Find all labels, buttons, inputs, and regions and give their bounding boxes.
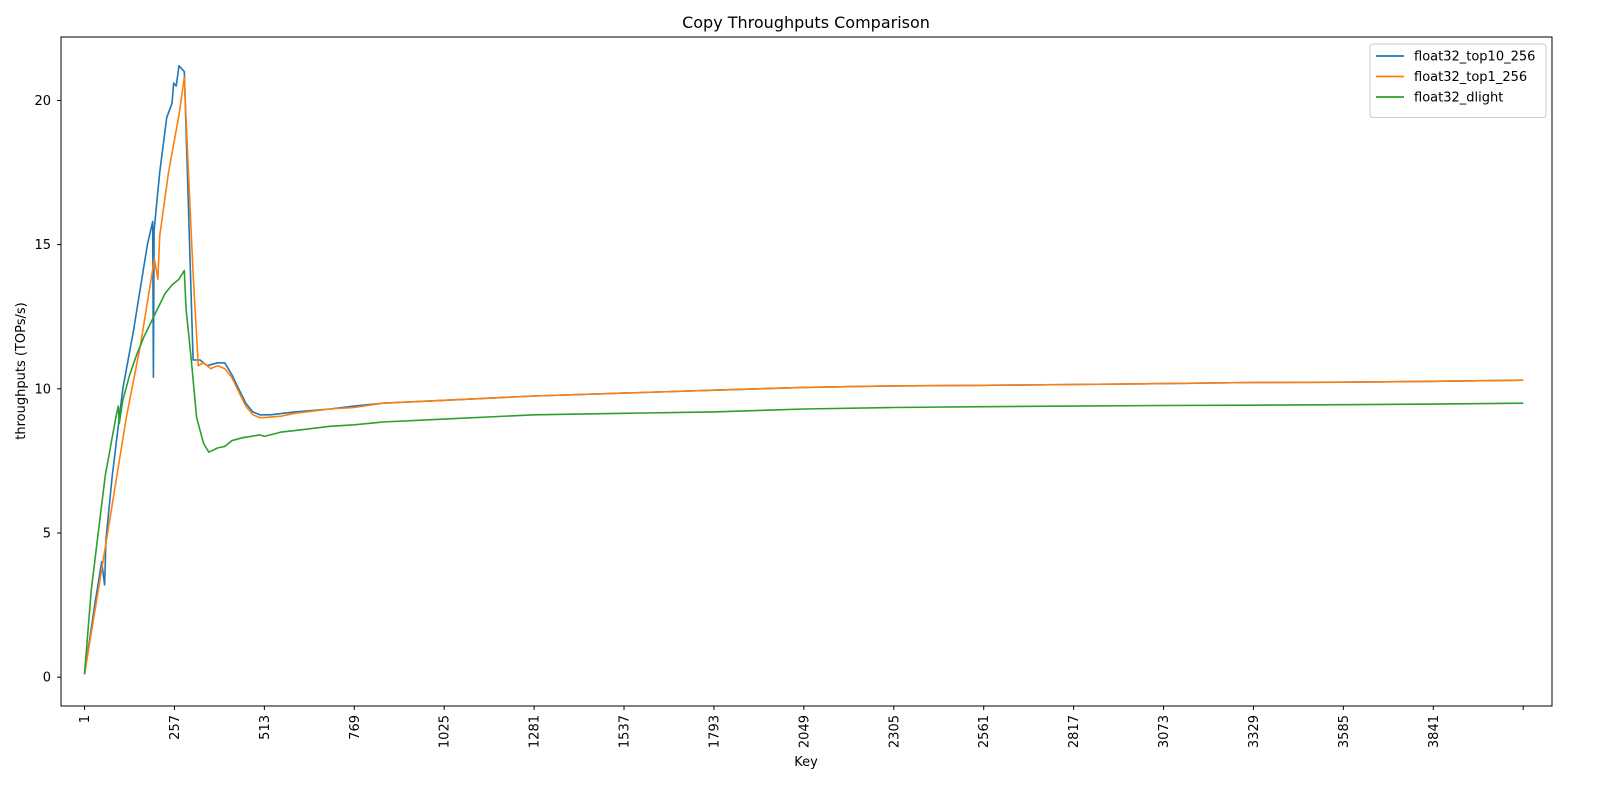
legend-box (1369, 43, 1547, 118)
y-tick-label: 20 (34, 94, 51, 109)
x-tick-label: 3073 (1157, 715, 1172, 748)
x-axis-title: Key (794, 755, 818, 770)
y-tick-label: 5 (43, 526, 51, 541)
x-tick-label: 3329 (1247, 715, 1262, 748)
y-tick-label: 15 (34, 238, 51, 253)
legend-label-float32_top1_256: float32_top1_256 (1414, 70, 1527, 85)
legend-label-float32_dlight: float32_dlight (1414, 91, 1503, 106)
x-tick-label: 2561 (977, 715, 992, 748)
chart-title: Copy Throughputs Comparison (682, 13, 930, 32)
x-tick-label: 1281 (528, 715, 543, 748)
x-tick-label: 2817 (1067, 715, 1082, 748)
series-line-float32_top10_256 (83, 65, 1524, 675)
series-line-float32_dlight (83, 269, 1524, 675)
x-tick-label: 1025 (438, 715, 453, 748)
y-axis-title: throughputs (TOPs/s) (14, 302, 29, 439)
x-tick-label: 1793 (707, 715, 722, 748)
x-tick-label: 3585 (1337, 715, 1352, 748)
y-tick-label: 10 (34, 382, 51, 397)
series-line-float32_top1_256 (83, 76, 1524, 675)
plot-area: 1 257 513 769 1025 1281 1537 1793 2049 2305 2561 28… (34, 36, 1553, 748)
y-tick-label: 0 (43, 671, 51, 686)
x-tick-label: 2049 (797, 715, 812, 748)
x-tick-label: 769 (348, 715, 363, 740)
x-tick-label: 1 (78, 715, 93, 723)
x-tick-label: 1537 (618, 715, 633, 748)
x-tick-label: 2305 (887, 715, 902, 748)
x-tick-label: 257 (168, 715, 183, 740)
x-tick-label: 3841 (1427, 715, 1442, 748)
x-tick-label: 513 (258, 715, 273, 740)
legend: float32_top10_256 float32_top1_256 float32… (1369, 43, 1547, 118)
legend-label-float32_top10_256: float32_top10_256 (1414, 50, 1535, 65)
plot-frame (60, 36, 1553, 707)
